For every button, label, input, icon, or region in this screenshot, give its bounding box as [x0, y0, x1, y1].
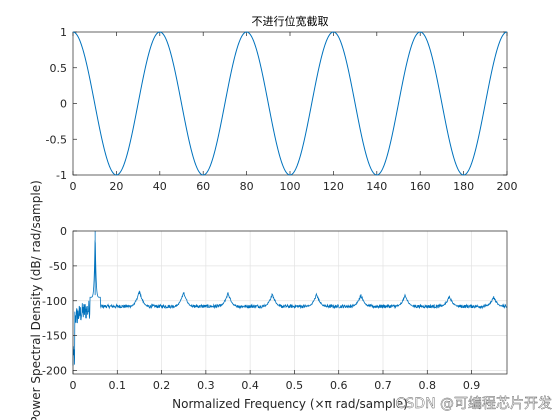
y-tick-label: 1 [60, 26, 67, 39]
plot-frame-2 [72, 230, 508, 375]
plot-title: 不进行位宽截取 [252, 14, 329, 28]
x-tick-label: 40 [153, 180, 167, 193]
watermark: CSDN @可编程芯片开发 [396, 396, 552, 412]
x-tick-label: 0.1 [109, 379, 127, 392]
x-tick-label: 20 [109, 180, 123, 193]
y-tick-label: 0.5 [50, 62, 68, 75]
x-tick-label: 100 [280, 180, 301, 193]
plot-area-1 [72, 31, 508, 176]
x-tick-label: 200 [497, 180, 518, 193]
psd-line [72, 231, 508, 366]
tick-group-1: 0 20 40 60 80 100 120 140 160 180 200 1 0.5 0 -0.5 -1 [46, 26, 518, 193]
x-tick-label: 140 [366, 180, 387, 193]
x-tick-label: 0 [70, 379, 77, 392]
y-tick-label: -0.5 [46, 133, 67, 146]
x-tick-label: 0.7 [374, 379, 392, 392]
y-tick-label: -100 [42, 295, 67, 308]
x-tick-label: 0.2 [153, 379, 171, 392]
x-tick-label: 0.8 [419, 379, 437, 392]
x-tick-label: 120 [323, 180, 344, 193]
x-tick-label: 80 [240, 180, 254, 193]
y-tick-label: 0 [60, 225, 67, 238]
x-tick-label: 60 [196, 180, 210, 193]
x-tick-label: 0.5 [286, 379, 304, 392]
x-tick-label: 0.3 [197, 379, 215, 392]
x-tick-label: 0.9 [463, 379, 481, 392]
y-axis-label: Power Spectral Density (dB/ rad/sample) [29, 180, 43, 420]
x-tick-label: 0 [70, 180, 77, 193]
plot-area-2 [73, 231, 507, 374]
y-tick-label: -150 [42, 330, 67, 343]
x-tick-label: 160 [410, 180, 431, 193]
signal-line [72, 31, 508, 176]
x-tick-label: 0.4 [241, 379, 259, 392]
spectrum-plot: 0 0.1 0.2 0.3 0.4 0.5 0.6 0.7 0.8 0.9 0 -50 -100 -150… [29, 180, 508, 420]
x-tick-label: 180 [453, 180, 474, 193]
x-tick-label: 0.6 [330, 379, 348, 392]
time-domain-plot: 不进行位宽截取 0 20 40 60 80 100 120 140 160 180 20010.50… [46, 14, 518, 193]
y-tick-label: 0 [60, 98, 67, 111]
tick-group-2: 0 0.1 0.2 0.3 0.4 0.5 0.6 0.7 0.8 0.9 0 -50 -100 -150… [42, 225, 480, 392]
y-tick-label: -200 [42, 365, 67, 378]
y-tick-label: -1 [56, 169, 67, 182]
y-tick-label: -50 [49, 260, 67, 273]
x-axis-label: Normalized Frequency (×π rad/sample) [172, 397, 408, 411]
